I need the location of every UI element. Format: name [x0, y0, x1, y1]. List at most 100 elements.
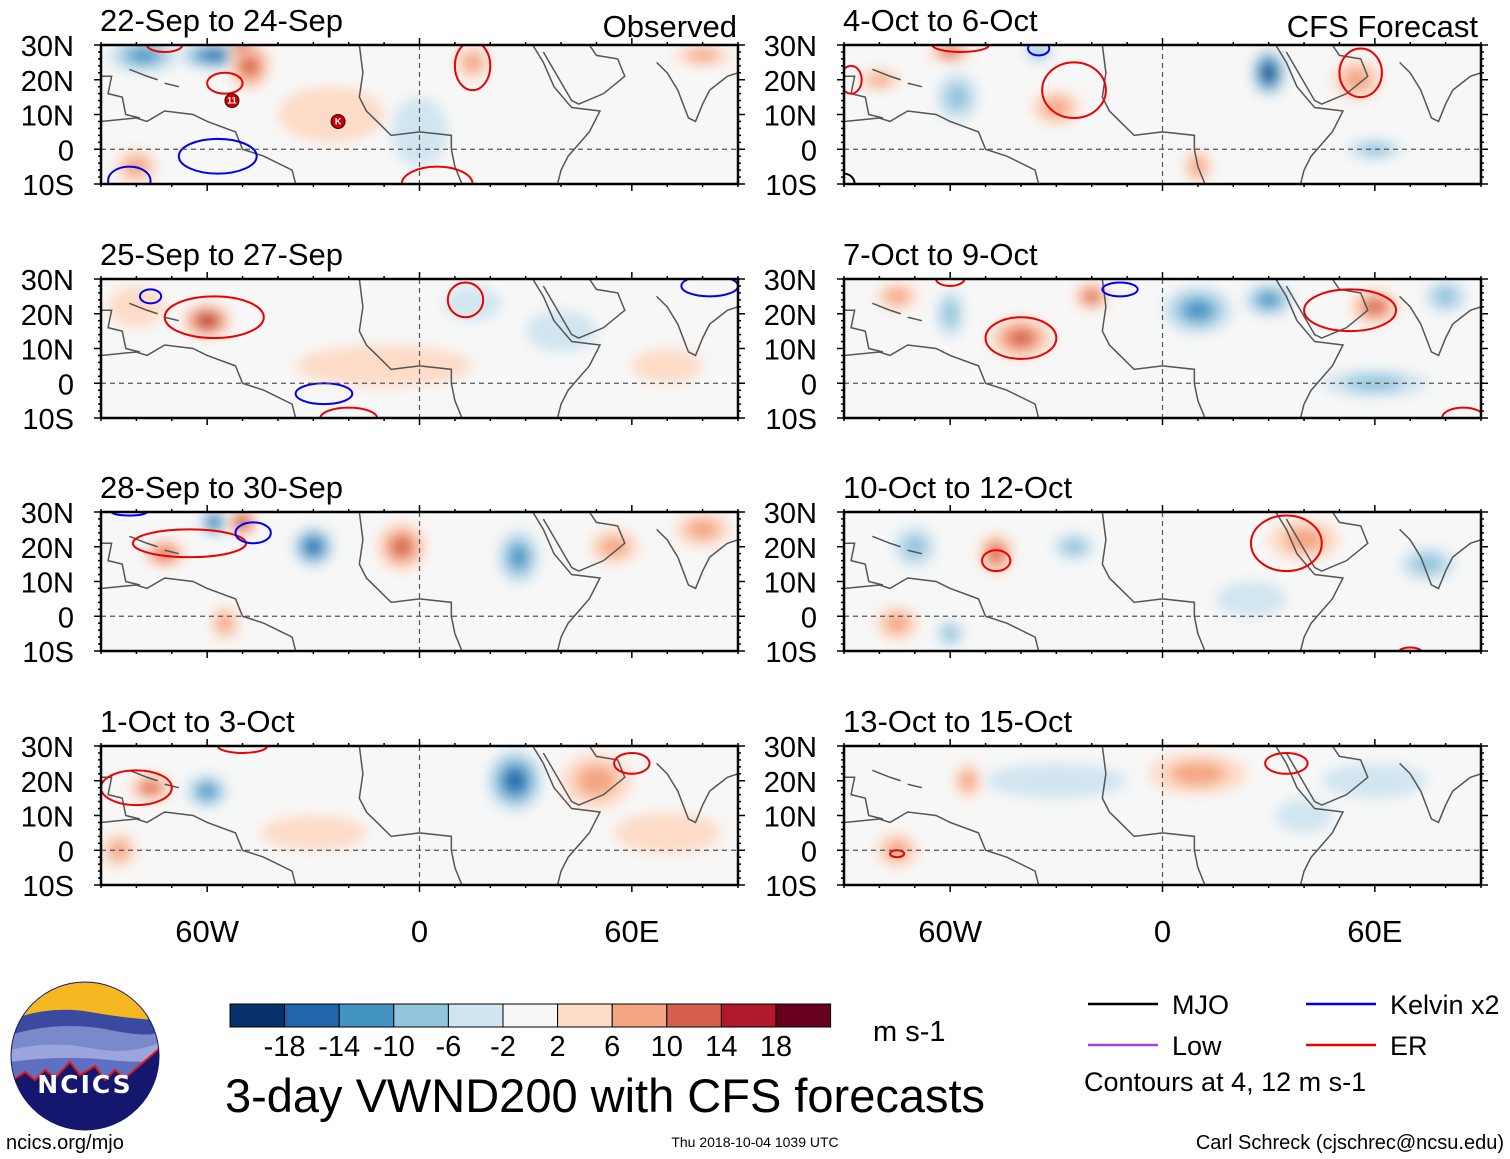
ticks	[94, 272, 745, 425]
anomaly-level	[1084, 290, 1099, 302]
anomaly-blob	[1074, 282, 1110, 311]
map-content	[101, 279, 738, 418]
coastline	[844, 542, 884, 586]
y-tick-label: 0	[58, 836, 74, 868]
colorbar: -18 -14 -10 -6 -2 2 6 10 14 18	[229, 1003, 832, 1063]
coastline	[1101, 512, 1206, 651]
anomaly-blob	[185, 773, 229, 809]
anomaly-blob	[1250, 48, 1287, 98]
coastline	[129, 769, 158, 782]
anomaly-level	[942, 625, 959, 642]
anomaly-blob	[129, 773, 172, 802]
colorbar-label: 14	[705, 1031, 737, 1063]
colorbar-label: 10	[651, 1031, 683, 1063]
coastline	[1101, 746, 1206, 885]
contour-er	[613, 751, 651, 775]
anomaly-blob	[674, 512, 731, 547]
map-content	[844, 45, 1481, 184]
coastline	[872, 535, 901, 548]
x-tick-label: 60E	[1347, 914, 1402, 949]
contour-er	[1398, 646, 1422, 651]
legend-label: Low	[1172, 1031, 1222, 1061]
site-link[interactable]: ncics.org/mjo	[6, 1132, 124, 1154]
ticks	[837, 505, 1488, 658]
anomaly-level	[1062, 538, 1087, 555]
anomaly-level	[686, 519, 719, 540]
ticks	[837, 38, 1488, 191]
units-label: m s-1	[873, 1016, 946, 1048]
y-tick-label: 10N	[764, 568, 817, 600]
anomaly-blob	[614, 812, 721, 854]
anomaly-level	[1358, 143, 1391, 156]
contour-er	[446, 281, 485, 319]
y-tick-label: 0	[58, 135, 74, 167]
contour-er	[101, 769, 173, 807]
anomaly-blob	[989, 317, 1053, 359]
colorbar-label: 18	[760, 1031, 792, 1063]
anomaly-level	[631, 348, 703, 384]
coastline	[101, 811, 297, 885]
y-tick-label: 10S	[765, 170, 817, 202]
anomaly-level	[1258, 293, 1279, 307]
contour-kelvin	[138, 288, 163, 305]
storm-symbol: 11	[224, 93, 240, 109]
y-tick-label: 10S	[765, 637, 817, 669]
coastline	[1399, 295, 1481, 357]
anomaly-level	[885, 288, 910, 305]
contour-er	[1338, 47, 1383, 99]
anomaly-level	[686, 49, 719, 62]
coastline	[358, 279, 463, 418]
coastline	[1399, 61, 1481, 123]
colorbar-swatch	[557, 1003, 613, 1028]
y-tick-label: 0	[801, 602, 817, 634]
y-tick-label: 20N	[764, 300, 817, 332]
y-tick-label: 0	[58, 602, 74, 634]
contour-er	[984, 316, 1058, 360]
anomaly-level	[277, 86, 385, 143]
coastline	[532, 746, 602, 885]
observed-label: Observed	[603, 9, 737, 44]
colorbar-label: -18	[264, 1031, 306, 1063]
y-tick-label: 20N	[21, 533, 74, 565]
anomaly-blob	[1399, 546, 1457, 582]
contour-er	[935, 279, 966, 287]
anomaly-blob	[589, 529, 639, 565]
anomaly-level	[1008, 329, 1034, 347]
coastline	[656, 528, 738, 590]
coastline	[101, 75, 141, 119]
anomaly-blob	[1031, 90, 1082, 125]
coastline	[101, 344, 297, 418]
contour-er	[453, 45, 492, 92]
storm-icon	[330, 113, 346, 129]
coastline	[1399, 528, 1481, 590]
map-content	[844, 512, 1481, 651]
anomaly-blob	[674, 45, 731, 66]
anomaly-level	[444, 285, 501, 321]
anomaly-blob	[101, 832, 137, 868]
anomaly-blob	[1215, 581, 1287, 617]
panel-title: 22-Sep to 24-Sep	[100, 3, 343, 38]
anomaly-blob	[936, 289, 965, 339]
anomaly-blob	[454, 45, 491, 80]
coastline	[542, 746, 626, 806]
colorbar-swatch	[666, 1003, 722, 1028]
coastline	[844, 75, 884, 119]
coastline	[542, 279, 626, 339]
anomaly-level	[156, 548, 174, 560]
y-tick-label: 10N	[21, 335, 74, 367]
coastline	[532, 279, 602, 418]
anomaly-level	[902, 534, 927, 559]
y-tick-label: 30N	[21, 498, 74, 530]
coastline	[101, 577, 297, 651]
anomaly-level	[1215, 581, 1287, 617]
y-tick-label: 10S	[765, 871, 817, 903]
anomaly-level	[203, 51, 225, 60]
anomaly-blob	[1268, 518, 1340, 561]
anomaly-level	[1042, 97, 1071, 118]
timestamp: Thu 2018-10-04 1039 UTC	[671, 1134, 838, 1150]
coastline	[1101, 45, 1206, 184]
coastline	[1275, 279, 1345, 418]
